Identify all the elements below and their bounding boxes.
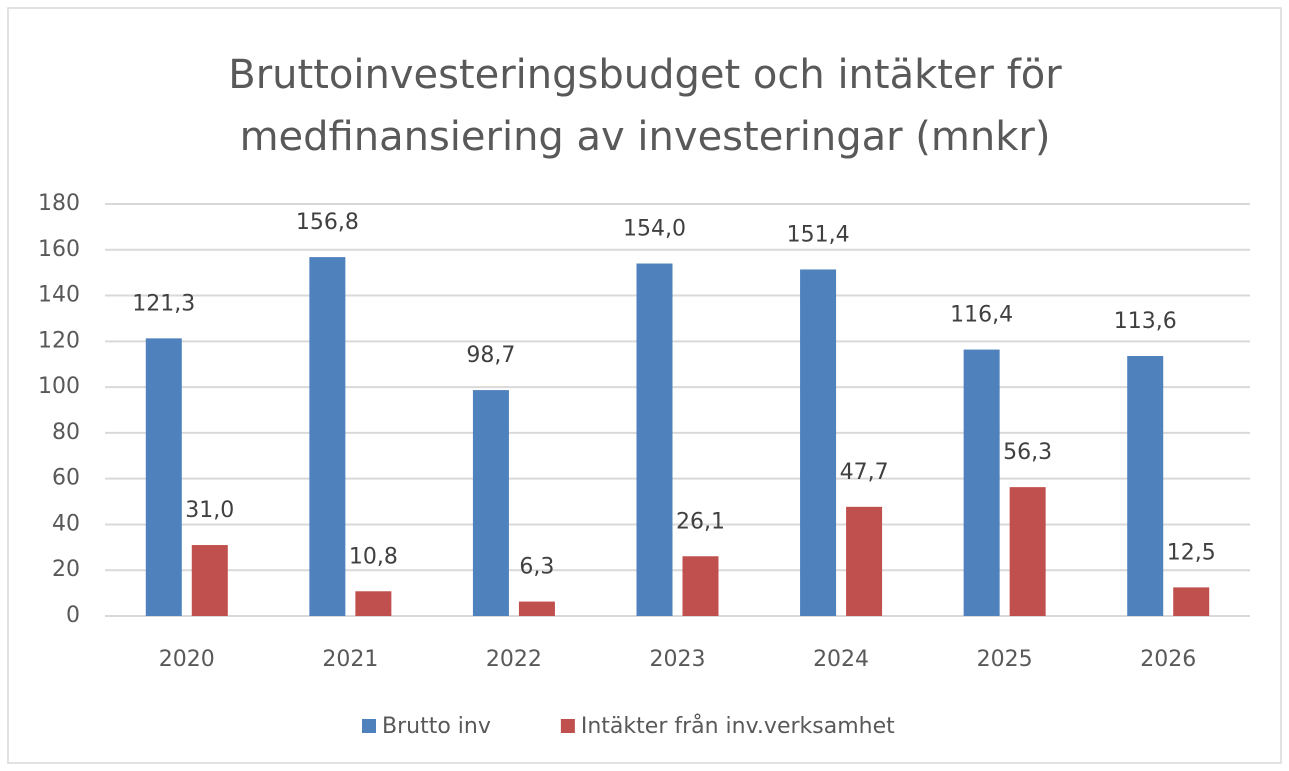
chart-frame (7, 7, 1282, 764)
value-label: 31,0 (185, 498, 234, 523)
x-tick-label: 2024 (813, 647, 869, 672)
bar (309, 257, 346, 616)
y-tick-label: 140 (38, 283, 80, 308)
value-label: 116,4 (950, 303, 1013, 328)
bar (191, 545, 228, 616)
x-tick-label: 2023 (650, 647, 706, 672)
y-tick-label: 160 (38, 237, 80, 262)
value-label: 156,8 (296, 210, 359, 235)
y-tick-label: 20 (52, 557, 80, 582)
bar (846, 506, 883, 616)
x-tick-label: 2022 (486, 647, 542, 672)
bar (145, 338, 182, 616)
y-tick-label: 40 (52, 511, 80, 536)
bar (518, 601, 555, 616)
bar (636, 263, 673, 616)
y-tick-label: 120 (38, 328, 80, 353)
x-tick-label: 2025 (977, 647, 1033, 672)
legend-swatch (560, 719, 575, 733)
y-tick-label: 60 (52, 466, 80, 491)
bar (355, 591, 392, 616)
value-label: 6,3 (519, 555, 554, 580)
value-label: 121,3 (132, 291, 195, 316)
legend-label: Brutto inv (382, 714, 491, 739)
bar (1009, 487, 1046, 616)
legend-label: Intäkter från inv.verksamhet (581, 713, 895, 739)
y-tick-label: 180 (38, 191, 80, 216)
chart-title: Bruttoinvesteringsbudget och intäkter fö… (228, 52, 1062, 160)
value-label: 26,1 (676, 509, 725, 534)
bar (1173, 587, 1210, 616)
value-label: 47,7 (840, 460, 889, 485)
legend-swatch (362, 719, 376, 733)
x-tick-label: 2020 (159, 647, 215, 672)
value-label: 113,6 (1114, 309, 1177, 334)
y-tick-label: 80 (52, 420, 80, 445)
x-tick-label: 2021 (322, 647, 378, 672)
bar (1127, 355, 1164, 616)
x-tick-label: 2026 (1140, 647, 1196, 672)
bar (472, 390, 509, 616)
bar (963, 349, 1000, 616)
bar (800, 269, 837, 616)
value-label: 154,0 (623, 217, 686, 242)
value-label: 151,4 (787, 222, 850, 247)
y-tick-label: 100 (38, 374, 80, 399)
value-label: 56,3 (1003, 440, 1052, 465)
y-tick-label: 0 (66, 603, 80, 628)
bar (682, 556, 719, 616)
value-label: 12,5 (1167, 540, 1216, 565)
value-label: 10,8 (349, 544, 398, 569)
value-label: 98,7 (466, 343, 515, 368)
